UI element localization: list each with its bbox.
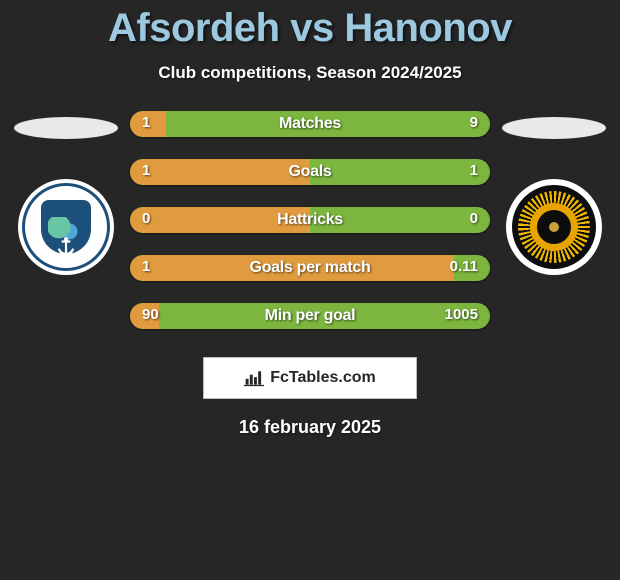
stat-bar: 90 1005 Min per goal [130, 303, 490, 329]
stat-value-right: 0 [470, 210, 478, 227]
stat-label: Matches [279, 115, 341, 133]
page-title: Afsordeh vs Hanonov [0, 0, 620, 51]
stat-value-right: 1005 [445, 306, 478, 323]
anchor-icon [52, 235, 80, 261]
main-row: 1 9 Matches 1 1 Goals 0 0 Hattricks 1 0.11 Goals pe… [0, 111, 620, 329]
subtitle: Club competitions, Season 2024/2025 [0, 63, 620, 83]
stat-bar: 1 1 Goals [130, 159, 490, 185]
stat-value-left: 1 [142, 114, 150, 131]
stat-value-left: 1 [142, 162, 150, 179]
stat-value-right: 9 [470, 114, 478, 131]
stat-value-left: 0 [142, 210, 150, 227]
stat-value-left: 1 [142, 258, 150, 275]
player-shadow-left [14, 117, 118, 139]
club-logo-left [18, 179, 114, 275]
bar-chart-icon [244, 369, 264, 387]
logo-right-inner [530, 203, 578, 251]
logo-right-center [537, 210, 571, 244]
stat-label: Min per goal [265, 307, 356, 325]
stat-label: Goals per match [250, 259, 371, 277]
player-shadow-right [502, 117, 606, 139]
stat-value-right: 0.11 [450, 258, 478, 275]
stat-bar: 1 9 Matches [130, 111, 490, 137]
stat-value-left: 90 [142, 306, 159, 323]
stat-bar: 1 0.11 Goals per match [130, 255, 490, 281]
club-logo-right [506, 179, 602, 275]
attribution-text: FcTables.com [270, 369, 376, 387]
stat-fill-left [130, 159, 310, 185]
stat-value-right: 1 [470, 162, 478, 179]
h2h-infographic: Afsordeh vs Hanonov Club competitions, S… [0, 0, 620, 580]
logo-right-dot [549, 222, 559, 232]
stat-label: Hattricks [277, 211, 343, 229]
date: 16 february 2025 [0, 417, 620, 438]
stats-column: 1 9 Matches 1 1 Goals 0 0 Hattricks 1 0.11 Goals pe… [126, 111, 494, 329]
stat-label: Goals [289, 163, 332, 181]
attribution-box[interactable]: FcTables.com [203, 357, 417, 399]
player-right-column [494, 111, 614, 275]
stat-bar: 0 0 Hattricks [130, 207, 490, 233]
player-left-column [6, 111, 126, 275]
